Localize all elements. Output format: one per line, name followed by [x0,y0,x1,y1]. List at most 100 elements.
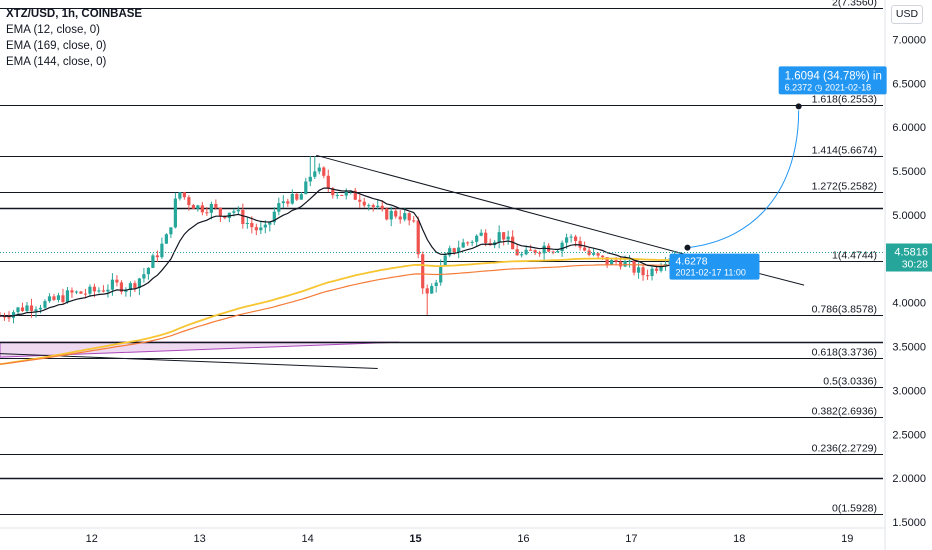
x-tick-label: 19 [841,533,853,545]
candle-body [200,205,204,213]
fib-level-label: 1.414(5.6674) [812,145,877,157]
candle-body [97,290,101,292]
candle-body [448,248,452,256]
candle-body [155,255,159,258]
candle-body [380,205,384,209]
candle-body [362,201,366,206]
candle-body [124,289,128,292]
candle-body [416,220,420,255]
projection-end-change: 1.6094 (34.78%) in [785,70,882,82]
candle-body [461,242,465,248]
ema169-line [0,264,675,365]
candle-body [79,291,83,294]
candle-body [542,245,546,254]
candle-body [407,213,411,221]
candle-body [7,317,11,319]
candle-body [110,279,115,290]
candle-body [591,253,596,255]
x-tick-label: 12 [86,533,98,545]
fib-level-label: 0.786(3.8578) [812,304,877,316]
candle-body [385,208,389,220]
candle-body [452,248,456,253]
last-price-countdown: 30:28 [902,259,928,271]
candle-body [277,203,281,212]
fib-level-label: 0.382(2.6936) [812,406,877,418]
candle-body [317,167,321,172]
candle-body [389,210,393,220]
candle-body [173,198,177,228]
candle-body [47,296,52,302]
candle-body [583,247,587,251]
candle-body [92,286,97,292]
currency-button[interactable]: USD [891,5,923,24]
candle-body [187,197,191,206]
candle-body [34,309,38,311]
indicator-ema12[interactable]: EMA (12, close, 0) [6,24,100,36]
candle-body [520,254,524,256]
candle-body [191,205,195,209]
candle-body [146,267,150,275]
candle-body [119,282,124,292]
candle-body [196,205,200,209]
x-tick-label: 13 [194,533,206,545]
candle-body [106,289,110,292]
x-tick-label: 16 [517,533,529,545]
candle-body [654,268,659,271]
candle-body [506,236,510,240]
symbol-title: XTZ/USD, 1h, COINBASE [6,8,143,20]
candle-body [425,288,429,294]
candle-body [484,232,488,244]
last-price-value: 4.5816 [894,247,928,259]
candle-body [38,307,43,310]
candle-body [169,227,173,235]
projection-end-dot [795,103,802,110]
candle-body [358,199,362,202]
indicator-ema144[interactable]: EMA (144, close, 0) [6,56,107,68]
candle-body [344,191,348,196]
x-tick-label: 18 [733,533,745,545]
candle-body [70,290,74,293]
candle-body [245,222,249,224]
candle-body [497,232,501,243]
last-price-tag [886,243,932,272]
candle-body [65,290,70,302]
projection-start-dot [684,244,691,251]
candle-body [326,175,330,189]
candle-body [609,259,614,265]
candle-body [618,261,623,267]
candle-body [142,274,146,279]
candle-body [524,249,528,255]
candle-body [403,213,407,220]
candle-body [340,194,344,196]
projection-start-box [669,253,760,280]
candle-body [529,249,533,251]
candle-body [636,267,641,273]
candle-body [308,176,312,182]
candle-body [600,255,605,258]
candle-body [29,305,34,311]
candle-body [164,234,168,244]
candle-body [83,293,88,295]
fib-level-label: 0(1.5928) [832,503,877,515]
candle-body [182,192,186,198]
candle-body [11,312,16,318]
candle-body [421,254,425,289]
candle-body [614,259,618,262]
candle-body [88,286,92,294]
candle-body [394,210,398,217]
candle-body [335,194,339,196]
candle-body [502,232,506,240]
candle-body [641,267,645,276]
candle-body [25,305,29,312]
fib-level-label: 0.5(3.0336) [823,376,877,388]
candle-body [313,171,317,177]
fib-level-label: 2(7.3560) [832,0,877,9]
candle-body [560,242,564,252]
candle-body [596,253,600,256]
candle-body [304,181,308,195]
candle-body [627,260,632,262]
candle-body [160,243,164,258]
candle-body [214,203,218,208]
indicator-ema169[interactable]: EMA (169, close, 0) [6,40,107,52]
